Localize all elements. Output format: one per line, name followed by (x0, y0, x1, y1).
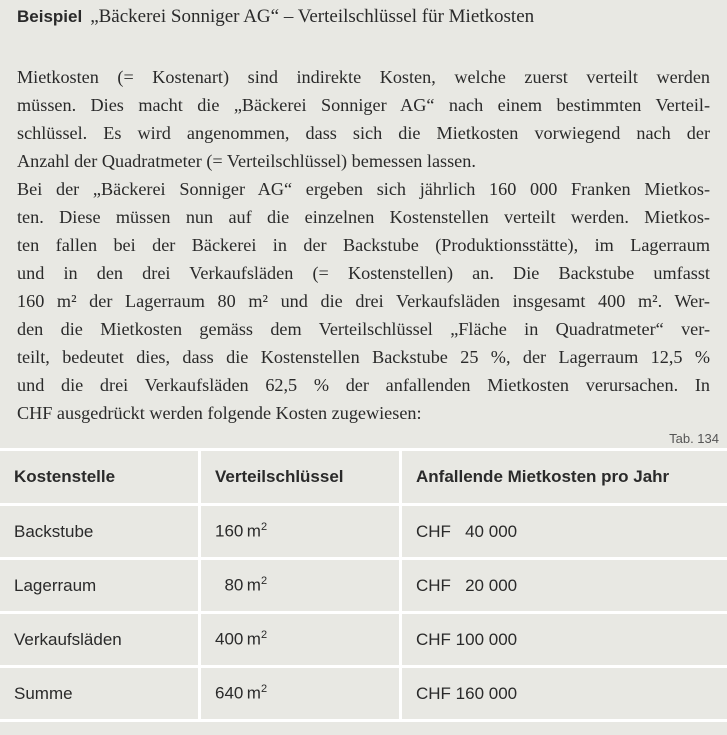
text-line: CHF ausgedrückt werden folgende Kosten z… (17, 403, 422, 423)
table-row: Backstube 160 m2 CHF 40 000 (0, 503, 727, 560)
unit: m (246, 521, 261, 541)
annual-rent: CHF 20 000 (399, 557, 727, 614)
cost-center: Verkaufsläden (0, 611, 201, 668)
allocation-key: 80 m2 (198, 557, 402, 614)
table-row: Lagerraum 80 m2 CHF 20 000 (0, 557, 727, 614)
cost-center: Summe (0, 665, 201, 722)
allocation-key: 640 m2 (198, 665, 402, 722)
area-value: 400 (215, 629, 244, 649)
cost-center: Backstube (0, 503, 201, 560)
header-annual-rent: Anfallende Mietkosten pro Jahr (399, 448, 727, 506)
unit: m (246, 575, 261, 595)
text-line: Bei der „Bäckerei Sonniger AG“ ergeben s… (17, 179, 710, 199)
allocation-key: 400 m2 (198, 611, 402, 668)
header-cost-center: Kostenstelle (0, 448, 201, 506)
text-line: ten. Diese müssen nun auf die einzelnen … (17, 207, 710, 227)
area-value: 640 (215, 683, 244, 703)
example-heading: Beispiel „Bäckerei Sonniger AG“ – Verteil… (17, 6, 534, 28)
annual-rent: CHF 160 000 (399, 665, 727, 722)
header-allocation-key: Verteilschlüssel (198, 448, 402, 506)
example-title: „Bäckerei Sonniger AG“ – Verteilschlüsse… (90, 6, 535, 27)
text-line: und die drei Verkaufsläden 62,5 % der an… (17, 375, 710, 395)
text-line: den die Mietkosten gemäss dem Verteilsch… (17, 319, 710, 339)
table-row: Verkaufsläden 400 m2 CHF 100 000 (0, 611, 727, 668)
table-reference: Tab. 134 (669, 431, 719, 446)
text-line: Mietkosten (= Kostenart) sind indirekte … (17, 67, 710, 87)
body-paragraph: Mietkosten (= Kostenart) sind indirekte … (17, 63, 710, 427)
area-value: 80 (215, 575, 244, 595)
text-line: schlüssel. Es wird angenommen, dass sich… (17, 123, 710, 143)
annual-rent: CHF 40 000 (399, 503, 727, 560)
text-line: 160 m² der Lagerraum 80 m² und die drei … (17, 291, 710, 311)
unit-exponent: 2 (260, 629, 268, 642)
text-line: und in den drei Verkaufsläden (= Kostens… (17, 263, 710, 283)
cost-table: Kostenstelle Verteilschlüssel Anfallende… (0, 448, 727, 722)
unit-exponent: 2 (260, 521, 268, 534)
text-line: müssen. Dies macht die „Bäckerei Sonnige… (17, 95, 710, 115)
text-line: ten fallen bei der Bäckerei in der Backs… (17, 235, 710, 255)
unit-exponent: 2 (260, 683, 268, 696)
annual-rent: CHF 100 000 (399, 611, 727, 668)
table-header-row: Kostenstelle Verteilschlüssel Anfallende… (0, 448, 727, 506)
example-label: Beispiel (17, 7, 83, 26)
text-line: teilt, bedeutet dies, dass die Kostenste… (17, 347, 710, 367)
cost-center: Lagerraum (0, 557, 201, 614)
unit: m (246, 683, 261, 703)
area-value: 160 (215, 521, 244, 541)
text-line: Anzahl der Quadratmeter (= Verteilschlüs… (17, 151, 476, 171)
table-row: Summe 640 m2 CHF 160 000 (0, 665, 727, 722)
allocation-key: 160 m2 (198, 503, 402, 560)
unit: m (246, 629, 261, 649)
unit-exponent: 2 (260, 575, 268, 588)
